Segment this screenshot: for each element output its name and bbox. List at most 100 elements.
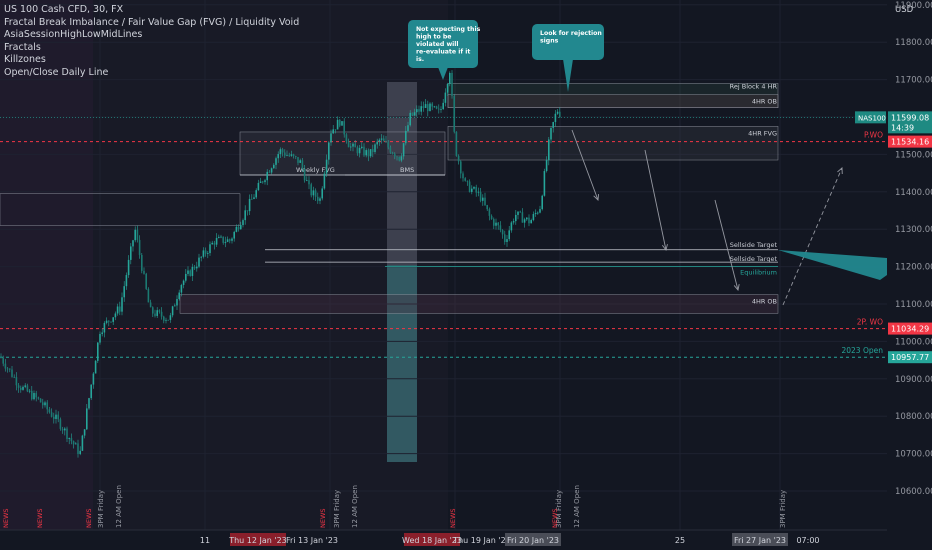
arrow-line: [714, 199, 739, 291]
y-tick-label: 10800.00: [895, 412, 932, 422]
candle-body: [123, 286, 125, 298]
candle-body: [160, 311, 163, 317]
candle-body: [464, 178, 466, 181]
candle-body: [94, 360, 97, 374]
candle-body: [453, 95, 455, 132]
y-tick-label: 11900.00: [895, 1, 932, 11]
y-tick-label: 11400.00: [895, 188, 932, 198]
candle-body: [66, 428, 68, 439]
candle-body: [435, 106, 438, 109]
candle-body: [554, 113, 557, 123]
candle-body: [297, 157, 299, 163]
annotation-label: Sellside Target: [730, 241, 778, 249]
symbol-title[interactable]: US 100 Cash CFD, 30, FX: [4, 4, 124, 15]
candle-body: [312, 190, 315, 196]
symbol-tag-text: NAS100: [858, 114, 886, 122]
candle-body: [380, 138, 383, 140]
candle-body: [339, 119, 341, 126]
candle-body: [367, 150, 370, 157]
candle-body: [407, 125, 409, 131]
candle-body: [275, 158, 277, 165]
annotation-label: Sellside Target: [730, 255, 778, 263]
candle-body: [431, 103, 433, 107]
candle-body: [11, 369, 13, 377]
time-label: Thu 19 Jan '23: [452, 536, 511, 545]
candle-body: [99, 333, 101, 343]
candle-body: [556, 111, 559, 114]
zones: Rej Block 4 HR 4HR OB 4HR FVG 4HR OB: [0, 82, 779, 314]
candle-body: [158, 310, 161, 312]
candle-body: [352, 143, 354, 147]
arrow-line: [571, 129, 599, 201]
candle-body: [13, 376, 15, 378]
candle-body: [90, 384, 92, 399]
candle-body: [187, 270, 189, 274]
candle-body: [110, 321, 112, 323]
candle-body: [299, 160, 301, 163]
candle-body: [171, 306, 174, 316]
time-label-bg: [230, 533, 286, 546]
candle-body: [387, 142, 389, 148]
candle-body: [44, 402, 46, 406]
candle-body: [499, 225, 502, 231]
candle-body: [270, 168, 273, 173]
session-label: 12 AM Open: [573, 485, 581, 528]
price-axis[interactable]: USD 10600.00 10700.00 10800.00 10900.00 11000…: [855, 0, 932, 550]
candle-body: [321, 188, 323, 199]
candle-body: [165, 319, 167, 321]
time-axis[interactable]: 11 Thu 12 Jan '23 Fri 13 Jan '23 Wed 18 Jan…: [0, 529, 887, 550]
candle-body: [442, 102, 444, 110]
callout-high-tip: [438, 67, 448, 80]
indicator-open-close[interactable]: Open/Close Daily Line: [4, 66, 109, 78]
candle-body: [515, 214, 517, 222]
candle-body: [132, 240, 134, 247]
candle-body: [127, 259, 130, 276]
indicator-killzones[interactable]: Killzones: [4, 54, 46, 66]
candle-body: [154, 313, 156, 316]
level-tag-text: 10957.77: [891, 353, 929, 362]
candle-body: [508, 230, 510, 240]
indicator-fvg[interactable]: Fractal Break Imbalance / Fair Value Gap…: [4, 16, 300, 28]
candle-body: [301, 160, 304, 170]
candle-body: [136, 229, 139, 240]
offscreen-callout: [778, 250, 887, 280]
indicator-fractals[interactable]: Fractals: [4, 41, 41, 53]
candle-body: [231, 238, 233, 241]
time-label: 11: [200, 536, 210, 545]
candle-body: [191, 266, 194, 276]
session-label: 3PM Friday: [333, 490, 341, 528]
candle-body: [259, 181, 262, 183]
time-label-bg: [404, 533, 460, 546]
candle-body: [372, 149, 374, 153]
time-label: Fri 27 Jan '23: [734, 536, 786, 545]
candle-body: [457, 155, 460, 162]
callout-high-text: violated will: [416, 41, 459, 48]
candle-body: [178, 292, 180, 300]
y-tick-label: 11700.00: [895, 76, 932, 86]
candle-body: [15, 377, 18, 386]
lower-box: [0, 193, 241, 226]
level-label: P.WO: [864, 131, 883, 140]
callout-rejection-tip: [563, 59, 573, 92]
candle-body: [290, 154, 293, 156]
candle-body: [323, 173, 326, 189]
candle-body: [218, 236, 220, 238]
arrow-line: [782, 167, 843, 306]
candle-body: [279, 149, 282, 155]
callout-high: [408, 20, 478, 68]
candle-body: [237, 226, 240, 230]
indicator-asia-session[interactable]: AsiaSessionHighLowMidLines: [4, 29, 143, 41]
candle-body: [202, 250, 205, 257]
candle-body: [497, 222, 499, 226]
y-tick-label: 11500.00: [895, 150, 932, 160]
candle-body: [277, 154, 279, 159]
candle-body: [200, 256, 202, 258]
candle-body: [266, 171, 268, 181]
session-label: 12 AM Open: [115, 485, 123, 528]
candle-body: [81, 435, 84, 451]
candle-body: [383, 138, 385, 142]
candle-body: [26, 385, 29, 392]
candle-body: [405, 130, 407, 144]
